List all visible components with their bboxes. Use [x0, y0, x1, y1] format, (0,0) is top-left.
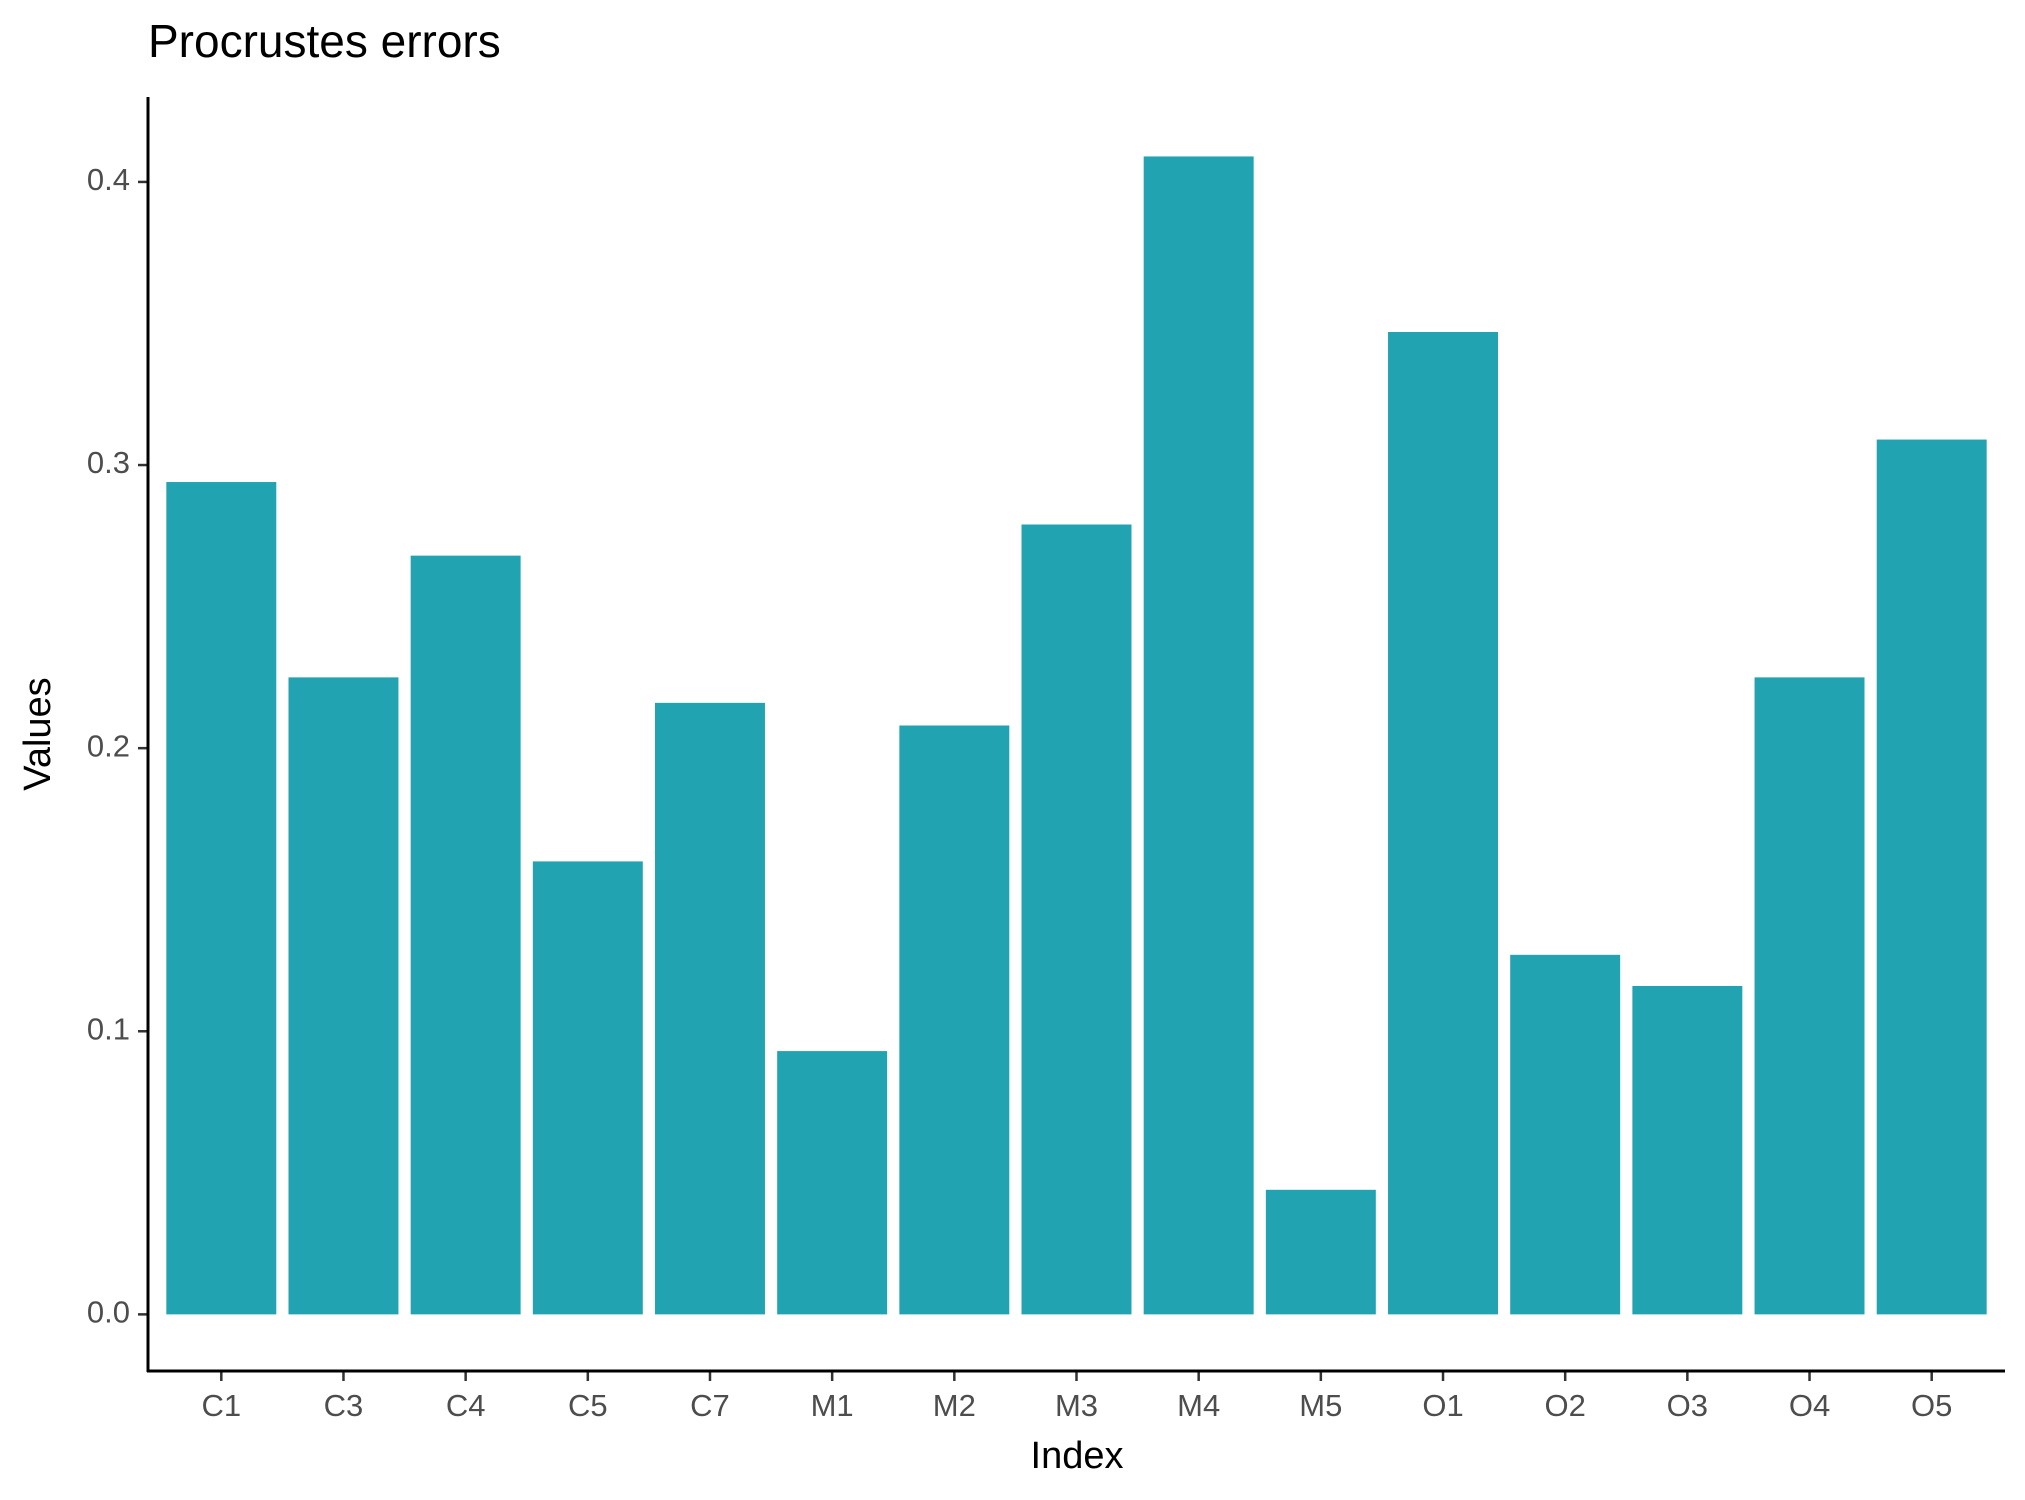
bar	[899, 725, 1010, 1315]
x-tick-label: M1	[811, 1388, 854, 1423]
x-tick-label: O3	[1667, 1388, 1708, 1423]
x-tick-label: C5	[568, 1388, 608, 1423]
bar	[1754, 677, 1865, 1315]
y-tick-label: 0.2	[87, 728, 130, 763]
chart-title: Procrustes errors	[148, 15, 501, 67]
bar	[166, 482, 277, 1315]
bar	[288, 677, 399, 1315]
y-tick-label: 0.4	[87, 162, 130, 197]
x-axis-title: Index	[1031, 1435, 1124, 1477]
y-axis-title: Values	[17, 677, 59, 790]
x-tick-label: C7	[690, 1388, 730, 1423]
bar	[1632, 985, 1743, 1315]
x-tick-label: O1	[1422, 1388, 1463, 1423]
x-tick-label: M2	[933, 1388, 976, 1423]
x-tick-label: M5	[1299, 1388, 1342, 1423]
y-tick-label: 0.3	[87, 445, 130, 480]
bar	[1265, 1189, 1376, 1315]
bar	[1143, 156, 1254, 1315]
x-tick-label: C1	[201, 1388, 241, 1423]
x-tick-label: O2	[1545, 1388, 1586, 1423]
bar	[1510, 954, 1621, 1315]
x-tick-label: M4	[1177, 1388, 1220, 1423]
x-tick-label: O5	[1911, 1388, 1952, 1423]
x-tick-label: C4	[446, 1388, 486, 1423]
bar	[410, 555, 521, 1315]
y-tick-label: 0.1	[87, 1011, 130, 1046]
y-tick-label: 0.0	[87, 1295, 130, 1330]
bar	[655, 702, 765, 1315]
bar	[1021, 524, 1132, 1315]
bar	[1388, 331, 1498, 1315]
x-tick-label: O4	[1789, 1388, 1830, 1423]
bar	[777, 1051, 888, 1315]
x-tick-label: M3	[1055, 1388, 1098, 1423]
x-tick-label: C3	[324, 1388, 364, 1423]
bar	[1876, 439, 1987, 1315]
bar	[532, 861, 643, 1315]
